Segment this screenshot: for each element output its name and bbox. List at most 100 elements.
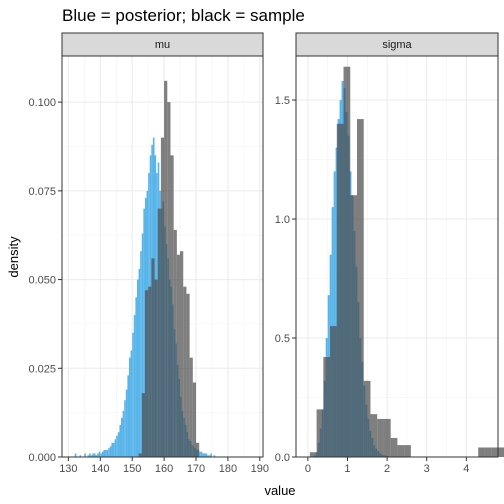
x-tick-label: 180 [219, 463, 237, 475]
sample-bar [160, 137, 165, 457]
posterior-bar [103, 449, 106, 457]
y-tick-label: 0.5 [275, 333, 290, 345]
sample-bar [350, 195, 357, 457]
posterior-bar [200, 451, 203, 457]
posterior-bar [207, 455, 209, 457]
sample-bar [370, 414, 378, 457]
posterior-bar [100, 453, 102, 457]
posterior-bar [210, 453, 212, 457]
sample-bar [173, 229, 177, 457]
posterior-bar [138, 268, 141, 457]
posterior-bar [136, 279, 139, 457]
posterior-bar [84, 453, 86, 457]
chart-title: Blue = posterior; black = sample [62, 6, 305, 25]
posterior-bar [143, 208, 145, 457]
posterior-bar [87, 455, 90, 457]
posterior-bar [95, 455, 98, 457]
y-tick-label: 1.0 [275, 214, 290, 226]
posterior-bar [129, 357, 131, 457]
posterior-bar [111, 442, 114, 457]
posterior-bar [141, 233, 144, 457]
posterior-bar [199, 451, 201, 457]
posterior-bar [89, 453, 91, 457]
sample-bar [138, 453, 142, 457]
posterior-bar [208, 455, 211, 457]
x-tick-label: 4 [463, 463, 469, 475]
x-tick-label: 3 [424, 463, 430, 475]
posterior-bar [135, 297, 137, 457]
y-tick-label: 0.100 [28, 97, 56, 109]
posterior-bar [114, 439, 117, 457]
sample-bar [478, 447, 485, 457]
panel-border [295, 55, 499, 458]
posterior-bar [113, 442, 115, 457]
posterior-bar [122, 410, 125, 457]
sample-bar [151, 258, 155, 457]
posterior-bar [127, 375, 129, 457]
sample-bar [144, 290, 149, 457]
strip-label-mu: mu [155, 39, 170, 51]
posterior-bar [132, 332, 134, 457]
sample-bar [356, 119, 364, 458]
posterior-bar [117, 432, 120, 457]
sample-bar [186, 293, 190, 457]
posterior-bar [93, 453, 96, 457]
panel-border [61, 55, 264, 458]
strip-label-sigma: sigma [382, 39, 412, 51]
sample-bar [196, 442, 200, 457]
posterior-bar [205, 453, 208, 457]
sample-bar [170, 155, 174, 457]
posterior-bar [101, 451, 104, 457]
posterior-bar [335, 147, 338, 457]
posterior-bar [119, 425, 122, 457]
sample-bar [154, 279, 158, 457]
y-tick-label: 0.000 [28, 452, 56, 464]
posterior-bar [92, 453, 94, 457]
posterior-bar [97, 453, 99, 457]
sample-bar [377, 418, 384, 457]
x-tick-label: 150 [123, 463, 141, 475]
sample-bar [491, 447, 499, 457]
panel-mu: mu 130 140 150 160 170 180 190 0.000 0.025 0.050… [28, 32, 269, 475]
posterior-bar [108, 448, 110, 457]
sample-bar [157, 208, 161, 457]
sample-bar [309, 452, 317, 457]
posterior-bar [109, 446, 112, 457]
posterior-bar [90, 455, 93, 457]
sample-bar [180, 251, 184, 457]
posterior-bar [333, 171, 336, 457]
sample-bar [363, 380, 371, 457]
posterior-bar [130, 350, 133, 457]
posterior-bar [79, 455, 82, 457]
panel-sigma: sigma 0 1 2 3 4 0.0 0.5 1.0 1.5 [275, 32, 504, 475]
y-tick-label: 0.0 [275, 452, 290, 464]
x-tick-label: 2 [384, 463, 390, 475]
sample-bar [192, 382, 196, 457]
posterior-bar [133, 315, 136, 457]
sample-bar [404, 445, 411, 457]
sample-bar [330, 326, 337, 457]
posterior-bar [124, 400, 126, 457]
posterior-bar [125, 389, 128, 457]
sample-bar [316, 409, 324, 457]
sample-bar [176, 254, 181, 457]
x-tick-label: 170 [187, 463, 205, 475]
x-tick-label: 0 [305, 463, 311, 475]
sample-bar [343, 66, 351, 457]
sample-bar [148, 286, 152, 457]
sample-bar [323, 357, 331, 457]
posterior-bar [140, 251, 142, 457]
posterior-bar [116, 435, 118, 457]
sample-bar [383, 418, 391, 457]
x-tick-label: 190 [251, 463, 269, 475]
sample-bar [498, 447, 504, 457]
posterior-bar [121, 417, 123, 457]
y-tick-label: 1.5 [275, 95, 290, 107]
y-tick-label: 0.075 [28, 186, 56, 198]
sample-bar [164, 80, 168, 458]
posterior-bar [74, 453, 77, 457]
x-tick-label: 140 [91, 463, 109, 475]
y-tick-label: 0.050 [28, 275, 56, 287]
sample-bar [183, 286, 187, 457]
